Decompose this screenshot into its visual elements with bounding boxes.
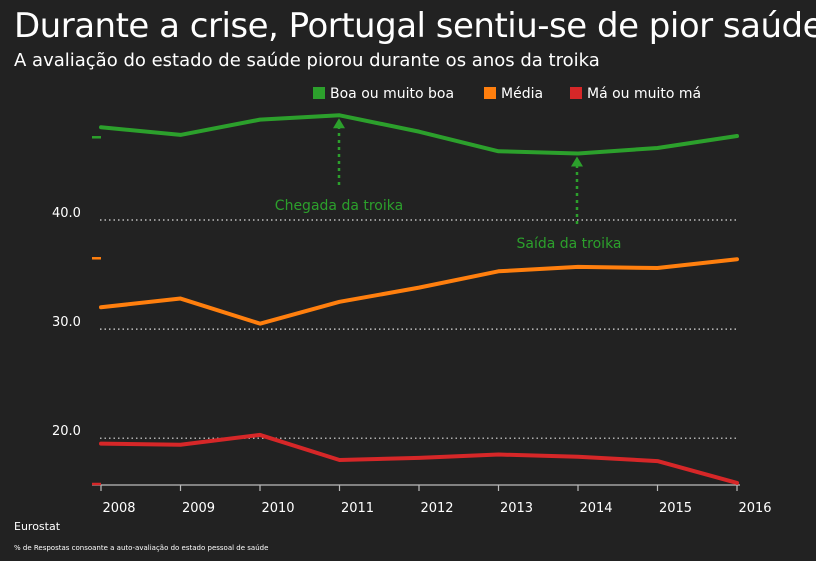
source-label: Eurostat [14,520,61,533]
x-tick-label: 2012 [420,501,453,516]
annotation-label: Saída da troika [516,236,621,252]
legend-swatch [484,87,496,99]
annotation-label: Chegada da troika [275,198,403,214]
footnote: % de Respostas consoante a auto-avaliaçã… [14,544,269,552]
chart-subtitle: A avaliação do estado de saúde piorou du… [14,50,600,71]
x-tick-label: 2013 [500,501,533,516]
y-tick-label: 30.0 [52,315,81,330]
series-line-2 [99,432,739,485]
x-tick-label: 2010 [261,501,294,516]
legend-label: Má ou muito má [587,86,701,102]
series-line-1 [99,257,739,326]
legend-swatch [313,87,325,99]
x-tick-label: 2015 [659,501,692,516]
legend-label: Boa ou muito boa [330,86,454,102]
x-tick-label: 2016 [738,501,771,516]
legend-label: Média [501,86,543,102]
x-tick-label: 2008 [102,501,135,516]
y-tick-label: 40.0 [52,206,81,221]
y-tick-label: 20.0 [52,424,81,439]
series-line-0 [99,113,739,156]
chart-title: Durante a crise, Portugal sentiu-se de p… [14,6,816,46]
legend-swatch [570,87,582,99]
annotation-arrowhead [333,118,345,129]
annotation-arrowhead [571,156,583,167]
x-tick-label: 2011 [341,501,374,516]
x-tick-label: 2014 [579,501,612,516]
x-tick-label: 2009 [182,501,215,516]
